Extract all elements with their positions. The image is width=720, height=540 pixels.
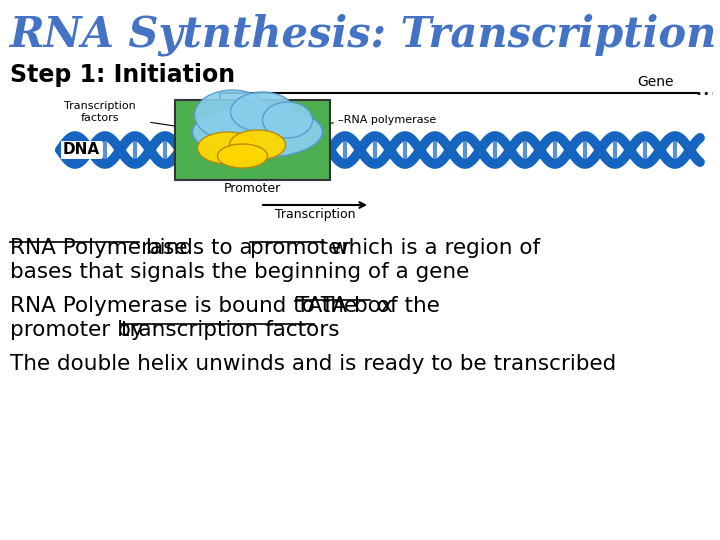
Text: The double helix unwinds and is ready to be transcribed: The double helix unwinds and is ready to… xyxy=(10,354,616,374)
Ellipse shape xyxy=(194,90,271,140)
Text: Step 1: Initiation: Step 1: Initiation xyxy=(10,63,235,87)
Bar xyxy=(175,100,330,180)
Text: –RNA polymerase: –RNA polymerase xyxy=(338,115,436,125)
Ellipse shape xyxy=(217,144,268,168)
Text: Gene: Gene xyxy=(636,75,673,89)
Text: RNA Sytnthesis: Transcription: RNA Sytnthesis: Transcription xyxy=(10,14,717,56)
Ellipse shape xyxy=(197,132,258,164)
Text: promoter by: promoter by xyxy=(10,320,150,340)
Ellipse shape xyxy=(192,106,323,158)
Text: TATA box: TATA box xyxy=(296,296,393,316)
Text: which is a region of: which is a region of xyxy=(323,238,540,258)
Text: Transcription
factors: Transcription factors xyxy=(64,101,136,123)
Text: Promoter: Promoter xyxy=(224,182,281,195)
Ellipse shape xyxy=(230,92,294,132)
Ellipse shape xyxy=(263,102,312,138)
Ellipse shape xyxy=(230,130,286,160)
Text: RNA Polymerase is bound to the: RNA Polymerase is bound to the xyxy=(10,296,364,316)
Text: Transcription: Transcription xyxy=(275,208,355,221)
Text: RNA Polymerase: RNA Polymerase xyxy=(10,238,187,258)
Text: promoter: promoter xyxy=(250,238,350,258)
Text: transcription factors: transcription factors xyxy=(121,320,339,340)
Text: binds to a: binds to a xyxy=(139,238,260,258)
Text: of the: of the xyxy=(369,296,439,316)
Text: DNA: DNA xyxy=(63,143,100,158)
Text: bases that signals the beginning of a gene: bases that signals the beginning of a ge… xyxy=(10,262,469,282)
